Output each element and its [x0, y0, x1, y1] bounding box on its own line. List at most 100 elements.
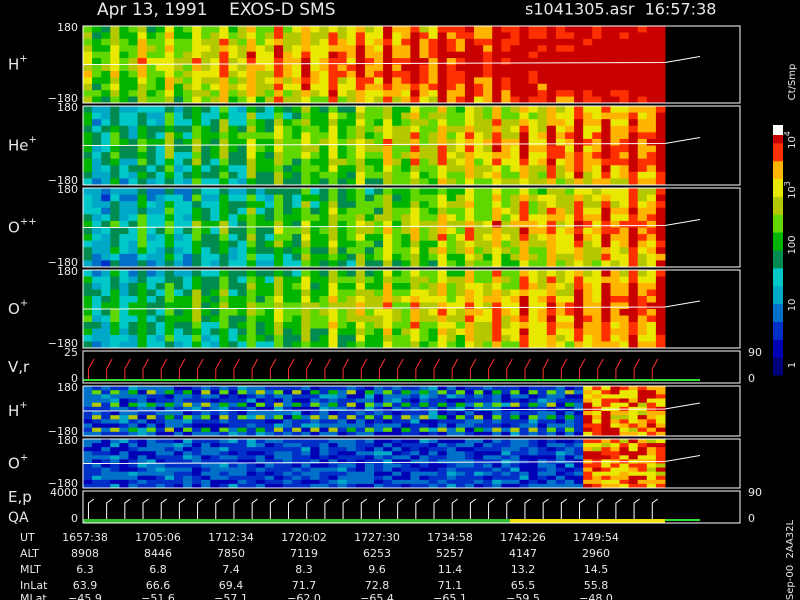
spectrogram-cell — [428, 64, 439, 72]
spectrogram-cell — [455, 302, 466, 310]
spectrogram-cell — [137, 152, 148, 160]
row-value: −65.1 — [433, 592, 467, 600]
spectrogram-cell — [592, 479, 602, 485]
spectrogram-cell — [637, 335, 648, 342]
spectrogram-cell — [183, 390, 193, 395]
spectrogram-cell — [383, 475, 393, 481]
spectrogram-cell — [92, 234, 102, 242]
spectrogram-cell — [446, 423, 457, 429]
spectrogram-cell — [255, 253, 266, 261]
spectrogram-cell — [210, 386, 220, 391]
spectrogram-cell — [419, 138, 430, 146]
spectrogram-cell — [464, 309, 475, 316]
spectrogram-cell — [255, 96, 266, 104]
spectrogram-cell — [255, 315, 266, 323]
spectrogram-cell — [219, 227, 229, 235]
spectrogram-cell — [137, 302, 148, 310]
row-value: 1720:02 — [281, 531, 327, 544]
spectrogram-cell — [328, 70, 339, 78]
spectrogram-cell — [210, 178, 220, 186]
spectrogram-cell — [301, 77, 311, 85]
spectrogram-cell — [374, 270, 384, 277]
spectrogram-cell — [483, 270, 493, 277]
spectrogram-cell — [228, 443, 239, 448]
spectrogram-cell — [583, 309, 593, 316]
spectrogram-cell — [610, 227, 621, 235]
spectrogram-cell — [401, 341, 411, 349]
spectrogram-cell — [137, 398, 148, 404]
spectrogram-cell — [146, 106, 157, 114]
spectrogram-cell — [119, 32, 129, 40]
spectrogram-cell — [374, 64, 384, 72]
spectrogram-cell — [337, 302, 348, 310]
spectrogram-cell — [337, 459, 348, 464]
spectrogram-cell — [401, 58, 411, 65]
spectrogram-cell — [555, 394, 566, 399]
spectrogram-cell — [128, 415, 139, 420]
spectrogram-cell — [637, 471, 648, 477]
spectrogram-cell — [446, 253, 457, 261]
trace — [610, 498, 622, 521]
spectrogram-cell — [646, 119, 657, 127]
spectrogram-cell — [137, 471, 148, 477]
spectrogram-cell — [283, 309, 293, 316]
spectrogram-cell — [601, 51, 611, 59]
spectrogram-cell — [246, 45, 257, 53]
spectrogram-cell — [155, 207, 166, 215]
spectrogram-cell — [355, 398, 366, 404]
spectrogram-cell — [374, 447, 384, 452]
spectrogram-cell — [364, 322, 375, 329]
spectrogram-cell — [655, 51, 666, 59]
spectrogram-cell — [210, 463, 220, 469]
spectrogram-cell — [410, 201, 420, 209]
spectrogram-cell — [610, 240, 621, 248]
spectrogram-cell — [510, 96, 520, 104]
spectrogram-cell — [401, 322, 411, 329]
spectrogram-cell — [128, 471, 139, 477]
spectrogram-cell — [237, 419, 248, 424]
spectrogram-cell — [110, 138, 120, 146]
spectrogram-cell — [301, 165, 311, 173]
spectrogram-cell — [392, 335, 402, 342]
spectrogram-cell — [437, 138, 448, 146]
spectrogram-cell — [164, 471, 175, 477]
panel-frame — [82, 105, 741, 186]
spectrogram-cell — [610, 260, 621, 268]
spectrogram-cell — [655, 341, 666, 349]
spectrogram-cell — [428, 315, 439, 323]
spectrogram-cell — [319, 455, 330, 460]
spectrogram-cell — [183, 270, 193, 277]
spectrogram-cell — [592, 431, 602, 437]
spectrogram-cell — [492, 38, 502, 46]
spectrogram-cell — [455, 234, 466, 242]
spectrogram-cell — [619, 70, 630, 78]
spectrogram-cell — [610, 125, 621, 133]
spectrogram-cell — [110, 443, 120, 448]
spectrogram-cell — [364, 38, 375, 46]
spectrogram-cell — [510, 234, 520, 242]
spectrogram-cell — [337, 171, 348, 179]
spectrogram-cell — [364, 289, 375, 297]
spectrogram-cell — [101, 419, 111, 424]
spectrogram-cell — [155, 427, 166, 433]
spectrogram-cell — [455, 194, 466, 202]
spectrogram-cell — [583, 411, 593, 416]
spectrogram-cell — [528, 220, 539, 228]
spectrogram-cell — [346, 145, 357, 153]
spectrogram-cell — [437, 459, 448, 464]
spectrogram-cell — [383, 302, 393, 310]
spectrogram-cell — [192, 270, 202, 277]
spectrogram-cell — [374, 165, 384, 173]
spectrogram-cell — [201, 447, 211, 452]
spectrogram-cell — [364, 315, 375, 323]
spectrogram-cell — [492, 483, 502, 489]
colorbar-top — [773, 125, 783, 135]
spectrogram-cell — [246, 411, 257, 416]
spectrogram-cell — [655, 178, 666, 186]
spectrogram-cell — [410, 302, 420, 310]
spectrogram-cell — [446, 64, 457, 72]
spectrogram-cell — [555, 234, 566, 242]
spectrogram-cell — [428, 390, 439, 395]
spectrogram-cell — [137, 178, 148, 186]
spectrogram-cell — [392, 138, 402, 146]
